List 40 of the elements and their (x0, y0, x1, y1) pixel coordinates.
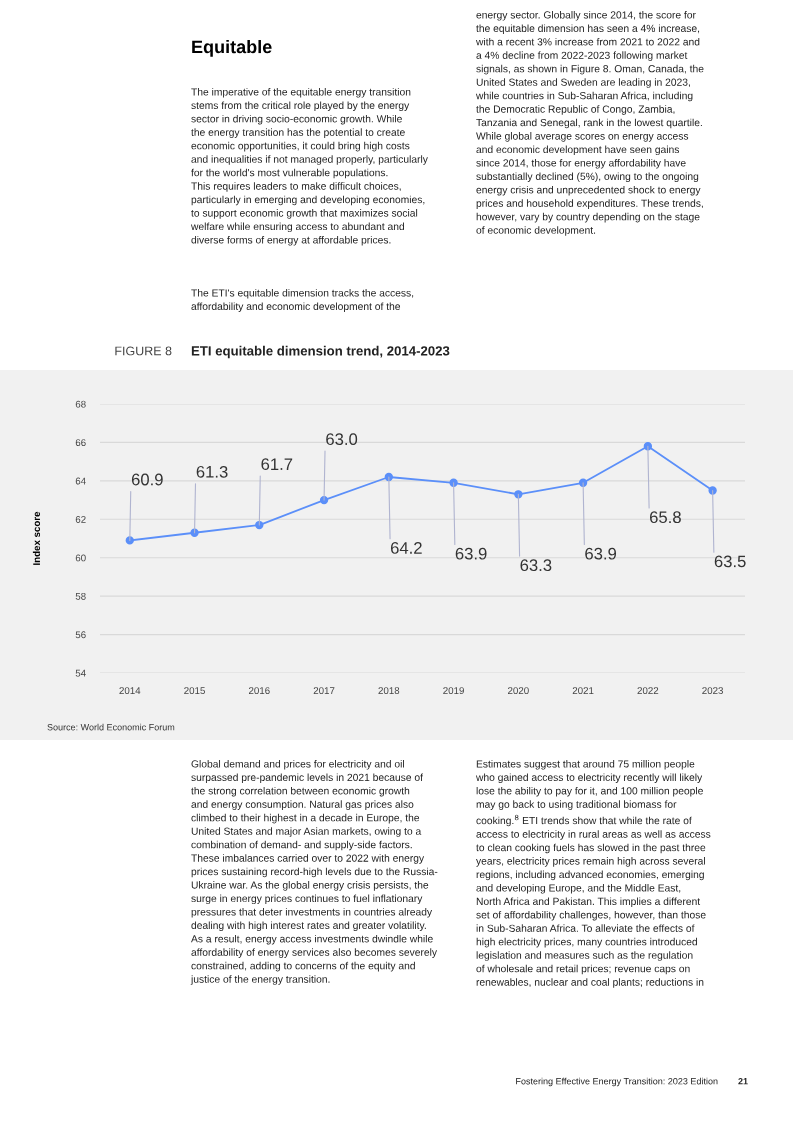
data-label: 63.9 (455, 547, 487, 560)
text: The imperative of the equitable energy transition stems from the critical role played by the energy sector in driving socio-economic growth. While the energy transition has the potential to create economic opportunities, it could bring high costs and inequalities if not managed properly, particularly for the world's most vulnerable populations. This requires leaders to make difficult choices, particularly in emerging and developing economies, to support economic growth that maximizes social welfare while ensuring access to abundant and diverse forms of energy at affordable prices. (190, 88, 428, 246)
text: Estimates suggest that around 75 million people who gained access to electricity recently will likely lose the ability to pay for it, and 100 million people may go back to using traditional biomass for cooking.$^{8}$ ETI trends show that while the rate of access to electricity in rural areas as well as access to clean cooking fuels has slowed in the past three years, electricity prices remain high across several regions, including advanced economies, emerging and developing Europe, and the Middle East, North Africa and Pakistan. This implies a different set of affordability challenges, however, than those in Sub-Saharan Africa. To alleviate the effects of high electricity prices, many countries introduced legislation and measures such as the regulation of wholesale and retail prices; revenue caps on renewables, nuclear and coal plants; reductions in (475, 760, 711, 988)
x-tick-label: 2016 (248, 687, 270, 695)
text: energy sector. Globally since 2014, the score for the equitable dimension has seen a 4% increase, with a recent 3% increase from 2021 to 2022 and a 4% decline from 2022-2023 following market signals, as shown in Figure 8. Oman, Canada, the United States and Sweden are leading in 2023, while countries in Sub-Saharan Africa, including the Democratic Republic of Congo, Zambia, Tanzania and Senegal, rank in the lowest quartile. While global average scores on energy access and economic development have seen gains since 2014, those for energy affordability have substantially declined (5%), owing to the ongoing energy crisis and unprecedented shock to energy prices and household expenditures. These trends, however, vary by country depending on the stage of economic development. (475, 11, 704, 236)
y-tick-label: 60 (75, 554, 86, 562)
data-label: 60.9 (131, 473, 163, 486)
data-label: 63.0 (326, 433, 358, 446)
x-tick-label: 2022 (637, 687, 659, 695)
x-tick-label: 2015 (184, 687, 205, 695)
y-axis-title: Index score (32, 511, 41, 565)
y-tick-label: 58 (75, 592, 86, 600)
y-tick-label: 66 (75, 439, 86, 447)
text: Fostering Effective Energy Transition: 2023 Edition (516, 1077, 718, 1087)
data-label: 63.5 (714, 555, 746, 568)
text: Equitable (192, 40, 272, 57)
data-label: 63.3 (520, 559, 552, 572)
text: The ETI's equitable dimension tracks the access, affordability and economic development of the (191, 289, 414, 313)
y-tick-label: 54 (75, 669, 86, 677)
x-tick-label: 2014 (119, 687, 141, 695)
data-label: 63.9 (585, 547, 617, 560)
y-tick-label: 68 (75, 400, 86, 408)
chart-title: ETI equitable dimension trend, 2014-2023 (191, 345, 450, 359)
x-tick-label: 2018 (378, 687, 400, 695)
x-tick-label: 2017 (313, 687, 335, 695)
x-tick-label: 2020 (508, 687, 529, 695)
text: 21 (738, 1078, 748, 1085)
caption: FIGURE 8 (115, 346, 172, 356)
data-label: 61.7 (261, 458, 293, 471)
text: Global demand and prices for electricity and oil surpassed pre-pandemic levels in 2021 because of the strong correlation between economic growth and energy consumption. Natural gas prices also climbed to their highest in a decade in Europe, the United States and major Asian markets, owing to a combination of demand- and supply-side factors. These imbalances carried over to 2022 with energy prices sustaining record-high levels due to the Russia- Ukraine war. As the global energy crisis persists, the surge in energy prices continues to fuel inflationary pressures that deter investments in countries already dealing with high interest rates and greater volatility. As a result, energy access investments dwindle while affordability of energy services also becomes severely constrained, adding to concerns of the equity and justice of the energy transition. (190, 760, 438, 985)
y-tick-label: 62 (75, 516, 86, 523)
y-tick-label: 56 (75, 631, 86, 639)
x-tick-label: 2021 (572, 687, 594, 695)
y-tick-label: 64 (75, 477, 86, 485)
x-tick-label: 2023 (702, 687, 724, 695)
x-tick-label: 2019 (443, 687, 464, 695)
data-label: 65.8 (650, 511, 681, 524)
data-label: 61.3 (196, 465, 228, 478)
source-note: Source: World Economic Forum (47, 723, 175, 731)
data-label: 64.2 (390, 542, 422, 554)
